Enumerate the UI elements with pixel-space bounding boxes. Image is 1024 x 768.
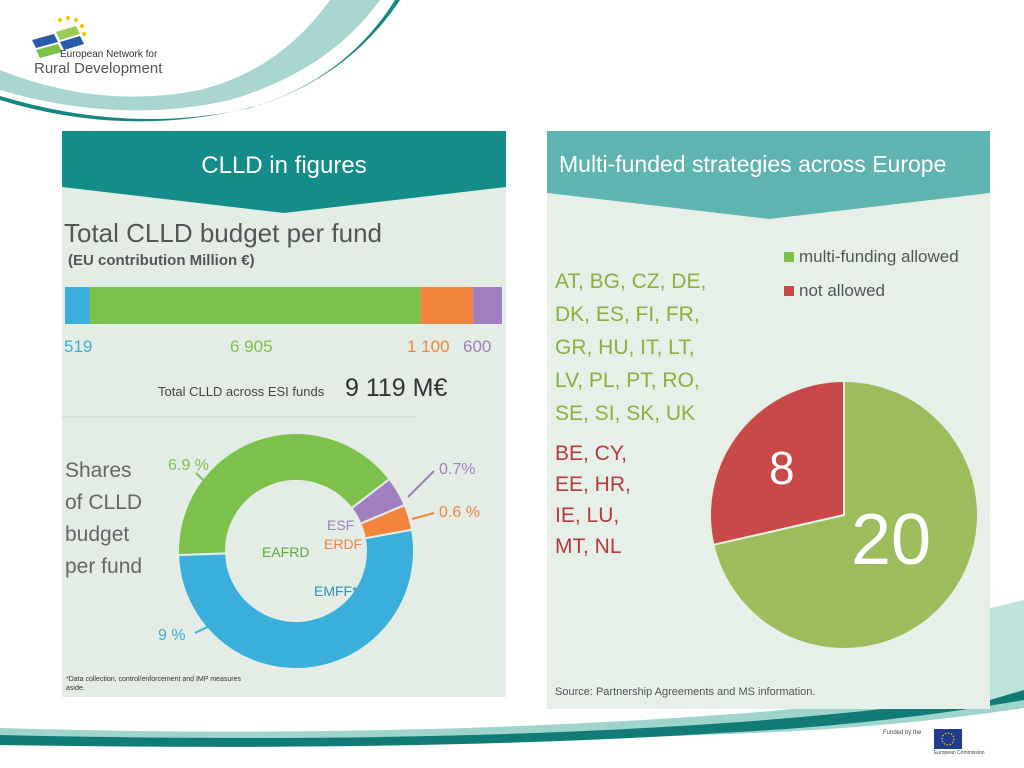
- bar-label-emff: 519: [64, 337, 93, 356]
- logo-line2: Rural Development: [34, 60, 163, 77]
- budget-stacked-bar: [65, 287, 502, 324]
- bar-segment-erdf: [420, 287, 474, 324]
- budget-title: Total CLLD budget per fund: [64, 218, 382, 248]
- budget-subtitle: (EU contribution Million €): [68, 252, 255, 269]
- shares-label: Shares of CLLD budget per fund: [65, 455, 142, 583]
- shares-line: of CLLD: [65, 491, 143, 514]
- pct-eafrd: 6.9 %: [168, 457, 209, 474]
- country-line: MT, NL: [555, 535, 622, 558]
- country-line: AT, BG, CZ, DE,: [555, 270, 707, 293]
- logo-line1: European Network for: [60, 49, 158, 60]
- legend-allowed: multi-funding allowed: [799, 247, 959, 266]
- right-panel-title: Multi-funded strategies across Europe: [559, 151, 947, 177]
- donut-slice-eafrd: [177, 432, 391, 557]
- leader-eafrd: [195, 472, 215, 492]
- shares-line: budget: [65, 523, 130, 546]
- inner-esf: ESF: [327, 517, 355, 533]
- legend-swatch-allowed: [784, 252, 794, 262]
- total-value: 9 119 M€: [345, 374, 448, 402]
- bar-label-esf: 600: [463, 337, 492, 356]
- bar-label-eafrd: 6 905: [230, 337, 273, 356]
- country-line: IE, LU,: [555, 504, 620, 527]
- inner-erdf: ERDF: [324, 536, 363, 552]
- pct-esf: 0.7%: [439, 461, 476, 478]
- right-header-banner: [547, 131, 990, 219]
- country-line: LV, PL, PT, RO,: [555, 369, 700, 392]
- enrd-logo: [32, 16, 86, 58]
- funded-by-text: Funded by the: [883, 730, 922, 736]
- bar-segment-emff: [65, 287, 90, 324]
- pie-slice-not-allowed: [709, 379, 845, 547]
- left-header-banner: [62, 131, 506, 213]
- country-line: SE, SI, SK, UK: [555, 402, 696, 425]
- footnote: *Data collection, control/enforcement an…: [66, 676, 241, 692]
- shares-line: Shares: [65, 459, 132, 482]
- left-panel-title: CLLD in figures: [201, 152, 367, 179]
- donut-slice-emff: [177, 528, 415, 670]
- country-line: EE, HR,: [555, 473, 631, 496]
- legend-not-allowed: not allowed: [799, 281, 886, 300]
- inner-emff: EMFF*: [314, 583, 358, 599]
- not-allowed-countries: BE, CY, EE, HR, IE, LU, MT, NL: [555, 438, 631, 562]
- commission-text: European Commission: [934, 750, 985, 756]
- leader-emff: [194, 620, 221, 634]
- leader-esf: [407, 470, 435, 498]
- multi-funding-pie-chart: [709, 379, 979, 650]
- pie-label-not-allowed: 8: [769, 442, 795, 494]
- bar-segment-eafrd: [89, 287, 421, 324]
- clld-figures-panel: CLLD in figures Total CLLD budget per fu…: [62, 131, 506, 697]
- legend-swatch-not-allowed: [784, 286, 794, 296]
- pct-erdf: 0.6 %: [439, 504, 480, 521]
- bar-segment-esf: [473, 287, 502, 324]
- country-line: GR, HU, IT, LT,: [555, 336, 695, 359]
- source-note: Source: Partnership Agreements and MS in…: [555, 686, 816, 698]
- country-line: BE, CY,: [555, 442, 627, 465]
- shares-line: per fund: [65, 555, 143, 578]
- leader-erdf: [411, 512, 435, 520]
- inner-eafrd: EAFRD: [262, 544, 310, 560]
- pie-label-allowed: 20: [851, 500, 932, 580]
- eu-flag-icon: [934, 729, 962, 749]
- shares-donut-chart: [177, 432, 415, 670]
- total-label: Total CLLD across ESI funds: [158, 384, 325, 399]
- country-line: DK, ES, FI, FR,: [555, 303, 700, 326]
- multi-funded-panel: Multi-funded strategies across Europe mu…: [547, 131, 990, 709]
- pie-slice-allowed: [712, 379, 979, 650]
- allowed-countries: AT, BG, CZ, DE, DK, ES, FI, FR, GR, HU, …: [555, 265, 706, 430]
- pct-emff: 9 %: [158, 627, 186, 644]
- bar-label-erdf: 1 100: [407, 337, 450, 356]
